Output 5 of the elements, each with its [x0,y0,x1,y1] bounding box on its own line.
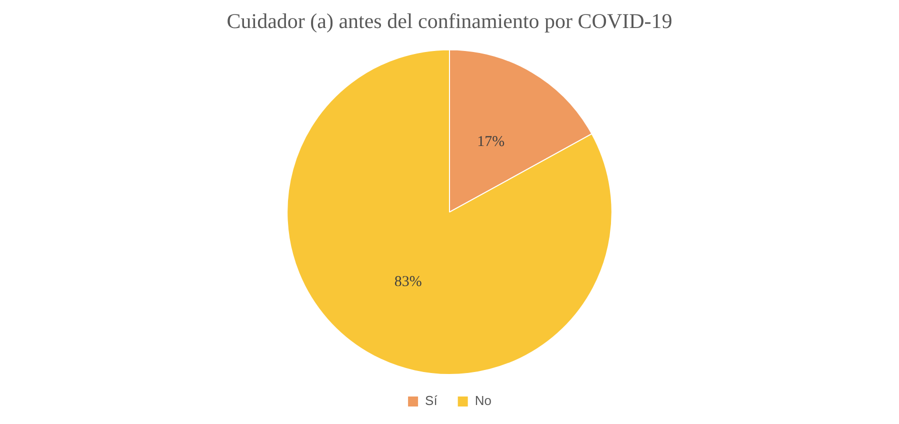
chart-title: Cuidador (a) antes del confinamiento por COVID-19 [226,9,672,34]
data-label: 17% [477,134,505,150]
data-label: 83% [394,274,422,290]
legend-label: No [474,393,492,408]
legend-label: Sí [425,393,438,408]
